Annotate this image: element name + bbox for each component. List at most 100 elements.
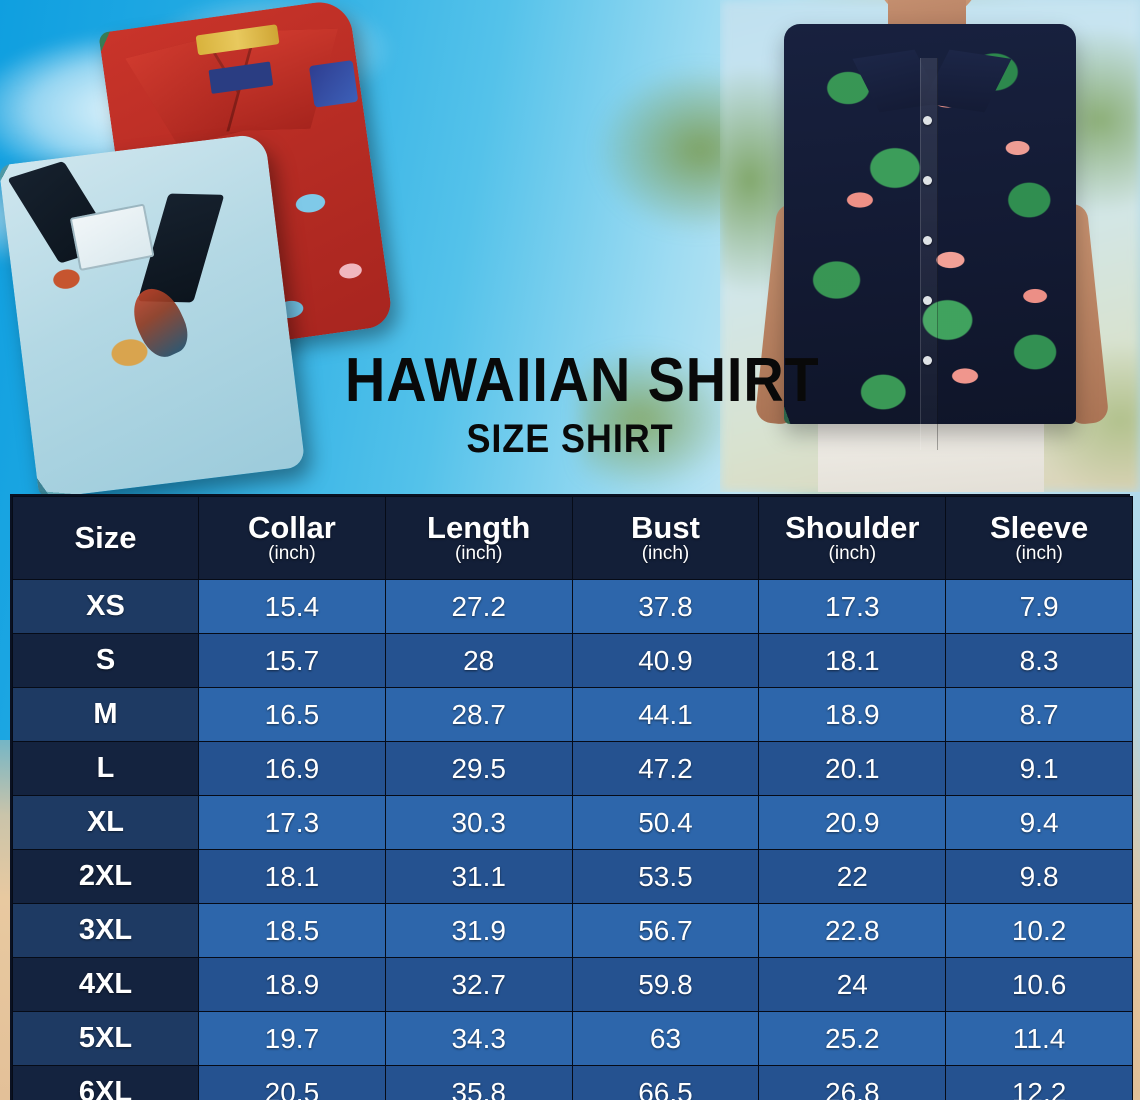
table-row: 3XL 18.5 31.9 56.7 22.8 10.2 [12, 903, 1133, 958]
measurement-cell-bust: 66.5 [571, 1065, 760, 1100]
measurement-cell-bust: 63 [571, 1011, 760, 1066]
model-figure [754, 0, 1110, 492]
column-header-sleeve: Sleeve (inch) [945, 496, 1133, 580]
measurement-cell-sleeve: 9.8 [945, 849, 1133, 904]
measurement-cell-bust: 37.8 [571, 579, 760, 634]
measurement-cell-length: 28.7 [384, 687, 573, 742]
measurement-cell-length: 35.8 [384, 1065, 573, 1100]
measurement-cell-sleeve: 8.3 [945, 633, 1133, 688]
size-label-cell: 3XL [12, 903, 199, 958]
poster-title-block: HAWAIIAN SHIRT SIZE SHIRT [320, 346, 820, 461]
measurement-cell-collar: 17.3 [198, 795, 386, 850]
size-chart-table-container: Size Collar (inch) Length (inch) Bust (inch) Sh… [10, 494, 1133, 1100]
column-header-unit: (inch) [828, 543, 877, 565]
table-row: 5XL 19.7 34.3 63 25.2 11.4 [12, 1011, 1133, 1066]
model-shirt-button [923, 356, 932, 365]
measurement-cell-bust: 50.4 [571, 795, 760, 850]
size-chart-table: Size Collar (inch) Length (inch) Bust (inch) Sh… [12, 496, 1133, 1100]
measurement-cell-length: 31.9 [384, 903, 573, 958]
measurement-cell-collar: 19.7 [198, 1011, 386, 1066]
measurement-cell-length: 32.7 [384, 957, 573, 1012]
model-shirt-button [923, 296, 932, 305]
measurement-cell-shoulder: 17.3 [758, 579, 947, 634]
measurement-cell-collar: 18.1 [198, 849, 386, 904]
measurement-cell-shoulder: 25.2 [758, 1011, 947, 1066]
measurement-cell-collar: 16.5 [198, 687, 386, 742]
page-subtitle: SIZE SHIRT [466, 416, 674, 461]
measurement-cell-shoulder: 18.1 [758, 633, 947, 688]
measurement-cell-sleeve: 9.1 [945, 741, 1133, 796]
column-header-unit: (inch) [268, 543, 316, 565]
column-header-unit: (inch) [454, 543, 503, 565]
measurement-cell-shoulder: 20.1 [758, 741, 947, 796]
table-row: L 16.9 29.5 47.2 20.1 9.1 [12, 741, 1133, 796]
measurement-cell-sleeve: 12.2 [945, 1065, 1133, 1100]
measurement-cell-sleeve: 9.4 [945, 795, 1133, 850]
measurement-cell-length: 31.1 [384, 849, 573, 904]
size-label-cell: 5XL [12, 1011, 199, 1066]
size-label-cell: 6XL [12, 1065, 199, 1100]
measurement-cell-bust: 59.8 [571, 957, 760, 1012]
measurement-cell-sleeve: 10.2 [945, 903, 1133, 958]
measurement-cell-shoulder: 26.8 [758, 1065, 947, 1100]
page-title: HAWAIIAN SHIRT [345, 346, 820, 415]
measurement-cell-bust: 56.7 [571, 903, 760, 958]
size-chart-body: XS 15.4 27.2 37.8 17.3 7.9 S 15.7 28 40.9 18.1 8.3 M… [12, 579, 1133, 1100]
red-shirt-side-logo [308, 60, 359, 108]
column-header-length: Length (inch) [384, 496, 573, 580]
model-shirt-button [923, 116, 932, 125]
table-row: XS 15.4 27.2 37.8 17.3 7.9 [12, 579, 1133, 634]
measurement-cell-collar: 15.4 [198, 579, 386, 634]
measurement-cell-length: 28 [384, 633, 573, 688]
measurement-cell-collar: 20.5 [198, 1065, 386, 1100]
table-row: 6XL 20.5 35.8 66.5 26.8 12.2 [12, 1065, 1133, 1100]
model-shirt-button [923, 176, 932, 185]
column-header-label: Size [74, 520, 137, 556]
column-header-label: Bust [631, 509, 700, 545]
measurement-cell-shoulder: 18.9 [758, 687, 947, 742]
column-header-collar: Collar (inch) [198, 496, 386, 580]
size-label-cell: S [12, 633, 199, 688]
measurement-cell-length: 27.2 [384, 579, 573, 634]
size-chart-header: Size Collar (inch) Length (inch) Bust (inch) Sh… [12, 496, 1133, 580]
measurement-cell-length: 29.5 [384, 741, 573, 796]
size-label-cell: L [12, 741, 199, 796]
model-navy-flamingo-shirt [784, 24, 1076, 450]
measurement-cell-bust: 53.5 [571, 849, 760, 904]
measurement-cell-bust: 40.9 [571, 633, 760, 688]
table-row: S 15.7 28 40.9 18.1 8.3 [12, 633, 1133, 688]
measurement-cell-bust: 44.1 [571, 687, 760, 742]
measurement-cell-collar: 18.9 [198, 957, 386, 1012]
measurement-cell-collar: 16.9 [198, 741, 386, 796]
size-label-cell: M [12, 687, 199, 742]
measurement-cell-sleeve: 10.6 [945, 957, 1133, 1012]
column-header-label: Length [427, 509, 531, 545]
column-header-label: Collar [247, 509, 336, 545]
measurement-cell-sleeve: 7.9 [945, 579, 1133, 634]
measurement-cell-collar: 15.7 [198, 633, 386, 688]
column-header-size: Size [12, 496, 199, 580]
measurement-cell-collar: 18.5 [198, 903, 386, 958]
measurement-cell-bust: 47.2 [571, 741, 760, 796]
table-row: M 16.5 28.7 44.1 18.9 8.7 [12, 687, 1133, 742]
column-header-label: Sleeve [989, 509, 1089, 545]
measurement-cell-length: 34.3 [384, 1011, 573, 1066]
size-label-cell: 2XL [12, 849, 199, 904]
measurement-cell-shoulder: 24 [758, 957, 947, 1012]
size-label-cell: XS [12, 579, 199, 634]
table-header-row: Size Collar (inch) Length (inch) Bust (inch) Sh… [12, 496, 1133, 580]
column-header-unit: (inch) [1015, 543, 1063, 565]
size-label-cell: XL [12, 795, 199, 850]
column-header-label: Shoulder [785, 509, 920, 545]
size-label-cell: 4XL [12, 957, 199, 1012]
measurement-cell-sleeve: 8.7 [945, 687, 1133, 742]
table-row: 2XL 18.1 31.1 53.5 22 9.8 [12, 849, 1133, 904]
model-photo [720, 0, 1140, 492]
table-row: 4XL 18.9 32.7 59.8 24 10.6 [12, 957, 1133, 1012]
column-header-bust: Bust (inch) [571, 496, 760, 580]
column-header-shoulder: Shoulder (inch) [758, 496, 947, 580]
column-header-unit: (inch) [641, 543, 690, 565]
measurement-cell-sleeve: 11.4 [945, 1011, 1133, 1066]
measurement-cell-length: 30.3 [384, 795, 573, 850]
